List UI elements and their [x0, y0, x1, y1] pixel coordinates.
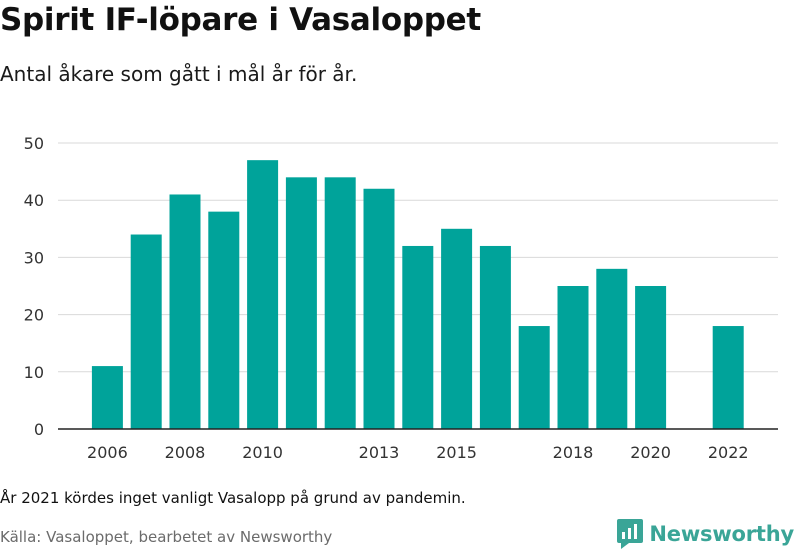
x-tick-label: 2022 — [708, 443, 749, 462]
x-tick-label: 2010 — [242, 443, 283, 462]
bar — [247, 160, 279, 429]
x-tick-label: 2006 — [87, 443, 128, 462]
bar — [324, 177, 356, 429]
bar — [402, 245, 434, 429]
y-tick-label: 40 — [24, 191, 44, 210]
y-tick-label: 20 — [24, 306, 44, 325]
y-tick-label: 30 — [24, 248, 44, 267]
x-tick-label: 2015 — [436, 443, 477, 462]
x-tick-label: 2013 — [359, 443, 400, 462]
chart-footnote: År 2021 kördes inget vanligt Vasalopp på… — [0, 489, 466, 507]
newsworthy-logo-icon — [617, 519, 644, 549]
bar — [596, 268, 628, 429]
y-tick-label: 50 — [24, 134, 44, 153]
bar-chart: 0 10 20 30 40 50 2006 2008 2010 2013 2015 2018 2020 2… — [24, 134, 778, 462]
bar — [712, 326, 744, 429]
bar — [285, 177, 317, 429]
bar — [635, 286, 667, 429]
x-tick-label: 2018 — [553, 443, 594, 462]
bar — [479, 245, 511, 429]
y-tick-label: 0 — [34, 420, 44, 439]
chart-title: Spirit IF-löpare i Vasaloppet — [0, 2, 481, 38]
chart-subtitle: Antal åkare som gått i mål år för år. — [0, 62, 358, 86]
bar — [208, 211, 240, 429]
bar — [130, 234, 162, 429]
bar — [91, 366, 123, 429]
bar — [518, 326, 550, 429]
bar — [363, 188, 395, 429]
brand-name: Newsworthy — [649, 522, 794, 546]
x-tick-label: 2020 — [630, 443, 671, 462]
bar — [169, 194, 201, 429]
x-tick-label: 2008 — [165, 443, 206, 462]
chart-source: Källa: Vasaloppet, bearbetet av Newswort… — [0, 528, 333, 546]
bar — [557, 286, 589, 429]
newsworthy-logo: Newsworthy — [617, 519, 794, 549]
bar — [441, 228, 473, 429]
y-tick-label: 10 — [24, 363, 44, 382]
